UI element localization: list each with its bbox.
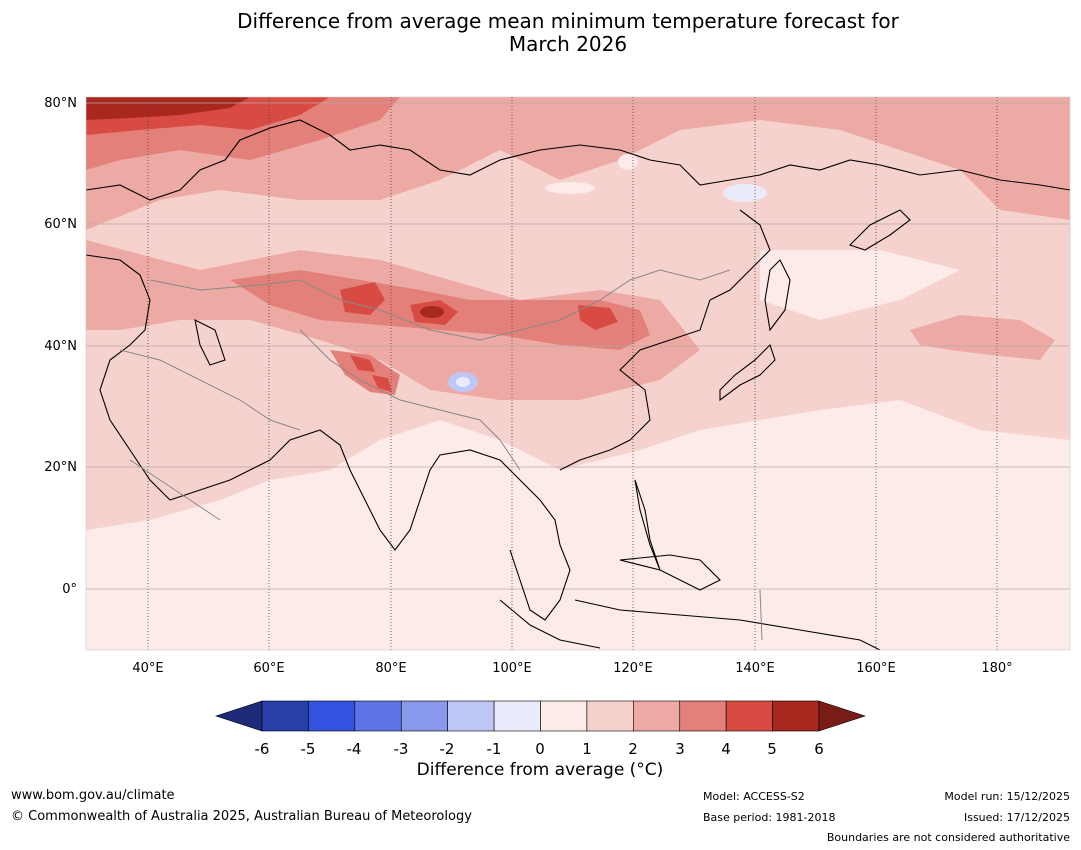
title-line-2: March 2026 — [508, 32, 628, 56]
latitude-lines — [86, 102, 1070, 590]
anomaly-shading — [86, 97, 1070, 530]
map-frame — [85, 96, 1071, 651]
colorbar-segment — [354, 700, 402, 732]
colorbar-tick: -5 — [300, 740, 316, 758]
lon-label-100e: 100°E — [492, 661, 532, 676]
colorbar-segment — [679, 700, 727, 732]
colorbar-tick: 2 — [628, 740, 638, 758]
colorbar-segment — [586, 700, 634, 732]
longitude-labels: 40°E 60°E 80°E 100°E 120°E 140°E 160°E 1… — [132, 661, 1012, 676]
model-run: Model run: 15/12/2025 — [944, 790, 1070, 803]
colorbar-segment — [308, 700, 356, 732]
colorbar — [215, 700, 866, 732]
colorbar-tick: -4 — [346, 740, 362, 758]
coastlines — [86, 119, 1070, 650]
colorbar-tick: 6 — [814, 740, 824, 758]
lon-label-60e: 60°E — [253, 661, 284, 676]
graticule — [147, 97, 998, 650]
title-line-1: Difference from average mean minimum tem… — [237, 9, 899, 33]
colorbar-tick: 5 — [767, 740, 777, 758]
colorbar-extend-low — [215, 700, 263, 732]
colorbar-title: Difference from average (°C) — [416, 760, 664, 780]
colorbar-tick: 3 — [675, 740, 685, 758]
boundaries-disclaimer: Boundaries are not considered authoritat… — [826, 831, 1070, 844]
colorbar-tick: 1 — [582, 740, 592, 758]
base-period: Base period: 1981-2018 — [703, 811, 836, 824]
lon-label-140e: 140°E — [735, 661, 775, 676]
colorbar-segment — [633, 700, 681, 732]
colorbar-segment — [447, 700, 495, 732]
colorbar-segment — [725, 700, 773, 732]
colorbar-tick: -2 — [439, 740, 455, 758]
colorbar-tick: 4 — [721, 740, 731, 758]
colorbar-tick: -3 — [393, 740, 409, 758]
lon-label-40e: 40°E — [132, 661, 163, 676]
lon-label-120e: 120°E — [613, 661, 653, 676]
website-link[interactable]: www.bom.gov.au/climate — [11, 788, 175, 803]
lat-label-40n: 40°N — [44, 339, 77, 354]
lon-label-160e: 160°E — [856, 661, 896, 676]
colorbar-tick: -1 — [486, 740, 502, 758]
lon-label-80e: 80°E — [375, 661, 406, 676]
lon-label-180: 180° — [981, 661, 1012, 676]
colorbar-extend-high — [818, 700, 866, 732]
colorbar-segment — [493, 700, 541, 732]
colorbar-segment — [540, 700, 588, 732]
latitude-labels: 80°N 60°N 40°N 20°N 0° — [44, 96, 77, 597]
issued-date: Issued: 17/12/2025 — [963, 811, 1070, 824]
borders — [119, 269, 763, 641]
colorbar-segment — [772, 700, 820, 732]
colorbar-tick: -6 — [254, 740, 270, 758]
lat-label-0: 0° — [62, 582, 77, 597]
lat-label-80n: 80°N — [44, 96, 77, 111]
chart-title: Difference from average mean minimum tem… — [0, 10, 1081, 56]
colorbar-segment — [261, 700, 309, 732]
lat-label-20n: 20°N — [44, 460, 77, 475]
lat-label-60n: 60°N — [44, 217, 77, 232]
colorbar-segment — [400, 700, 448, 732]
model-name: Model: ACCESS-S2 — [703, 790, 805, 803]
colorbar-tick: 0 — [535, 740, 545, 758]
copyright-text: © Commonwealth of Australia 2025, Austra… — [11, 809, 472, 824]
